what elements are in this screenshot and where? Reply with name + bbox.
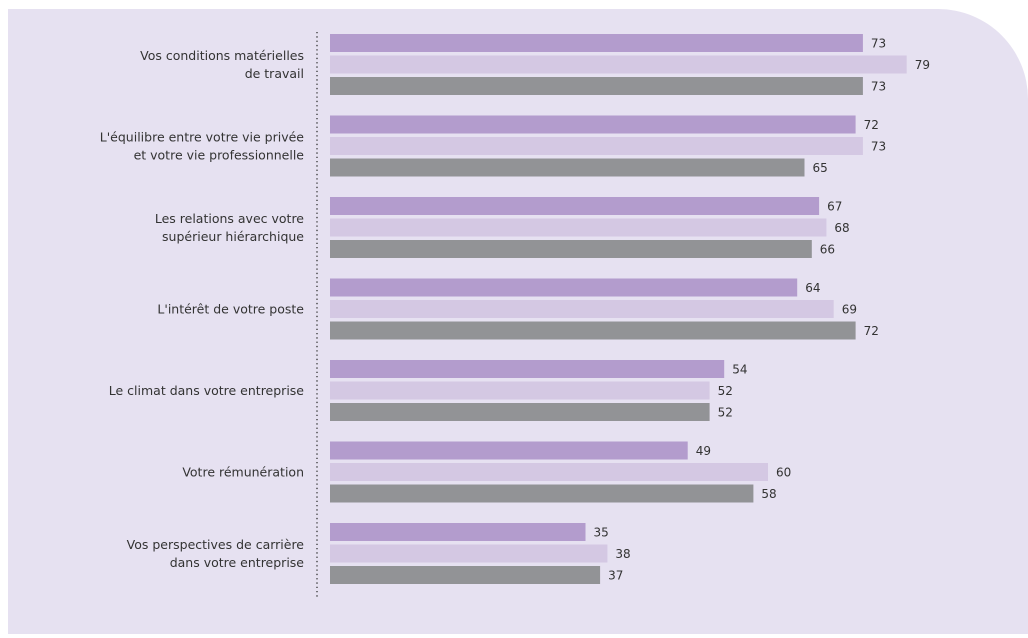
bar-7-series-1 xyxy=(330,523,586,541)
value-label-6-series-1: 49 xyxy=(696,444,711,458)
bar-4-series-2 xyxy=(330,300,834,318)
category-label-2-line-2: et votre vie professionnelle xyxy=(134,148,305,163)
value-label-6-series-2: 60 xyxy=(776,466,791,480)
value-label-5-series-3: 52 xyxy=(718,406,733,420)
value-label-3-series-3: 66 xyxy=(820,243,835,257)
value-label-4-series-1: 64 xyxy=(805,281,820,295)
bar-3-series-1 xyxy=(330,197,820,215)
value-label-1-series-1: 73 xyxy=(871,37,886,51)
value-label-4-series-3: 72 xyxy=(864,324,879,338)
bar-5-series-2 xyxy=(330,381,710,400)
category-label-2-line-1: L'équilibre entre votre vie privée xyxy=(100,130,305,145)
bar-3-series-3 xyxy=(330,240,812,258)
category-label-7-line-2: dans votre entreprise xyxy=(170,555,305,570)
bars-layer xyxy=(330,34,907,584)
value-label-2-series-2: 73 xyxy=(871,140,886,154)
bar-6-series-3 xyxy=(330,484,754,503)
category-label-5-line-1: Le climat dans votre entreprise xyxy=(109,383,305,398)
value-label-7-series-3: 37 xyxy=(608,569,623,583)
bar-2-series-3 xyxy=(330,158,805,177)
bar-1-series-3 xyxy=(330,77,863,95)
value-label-2-series-3: 65 xyxy=(813,161,828,175)
value-label-7-series-2: 38 xyxy=(615,547,630,561)
category-label-1-line-1: Vos conditions matérielles xyxy=(140,48,304,63)
value-label-7-series-1: 35 xyxy=(594,526,609,540)
value-label-1-series-3: 73 xyxy=(871,80,886,94)
category-label-4-line-1: L'intérêt de votre poste xyxy=(157,302,304,317)
bar-7-series-3 xyxy=(330,566,601,584)
bar-1-series-2 xyxy=(330,55,907,74)
bar-2-series-1 xyxy=(330,115,856,134)
category-label-1-line-2: de travail xyxy=(245,66,304,81)
value-label-5-series-2: 52 xyxy=(718,384,733,398)
bar-7-series-2 xyxy=(330,544,608,563)
value-label-3-series-1: 67 xyxy=(827,200,842,214)
value-label-4-series-2: 69 xyxy=(842,303,857,317)
value-label-6-series-3: 58 xyxy=(761,487,776,501)
value-label-5-series-1: 54 xyxy=(732,363,747,377)
bar-5-series-3 xyxy=(330,403,710,421)
value-label-2-series-1: 72 xyxy=(864,118,879,132)
bar-6-series-1 xyxy=(330,441,688,460)
labels-layer: 73 79 73 Vos conditions matérielles de trava… xyxy=(100,37,930,583)
bar-3-series-2 xyxy=(330,218,827,237)
bar-4-series-3 xyxy=(330,321,856,340)
category-label-3-line-1: Les relations avec votre xyxy=(155,211,304,226)
category-label-6-line-1: Votre rémunération xyxy=(182,465,304,480)
bar-1-series-1 xyxy=(330,34,863,52)
value-label-3-series-2: 68 xyxy=(834,221,849,235)
bar-4-series-1 xyxy=(330,278,798,297)
category-label-3-line-2: supérieur hiérarchique xyxy=(162,229,304,244)
bar-5-series-1 xyxy=(330,360,725,378)
value-label-1-series-2: 79 xyxy=(915,58,930,72)
bar-2-series-2 xyxy=(330,137,863,155)
bar-6-series-2 xyxy=(330,463,768,481)
category-label-7-line-1: Vos perspectives de carrière xyxy=(127,537,305,552)
